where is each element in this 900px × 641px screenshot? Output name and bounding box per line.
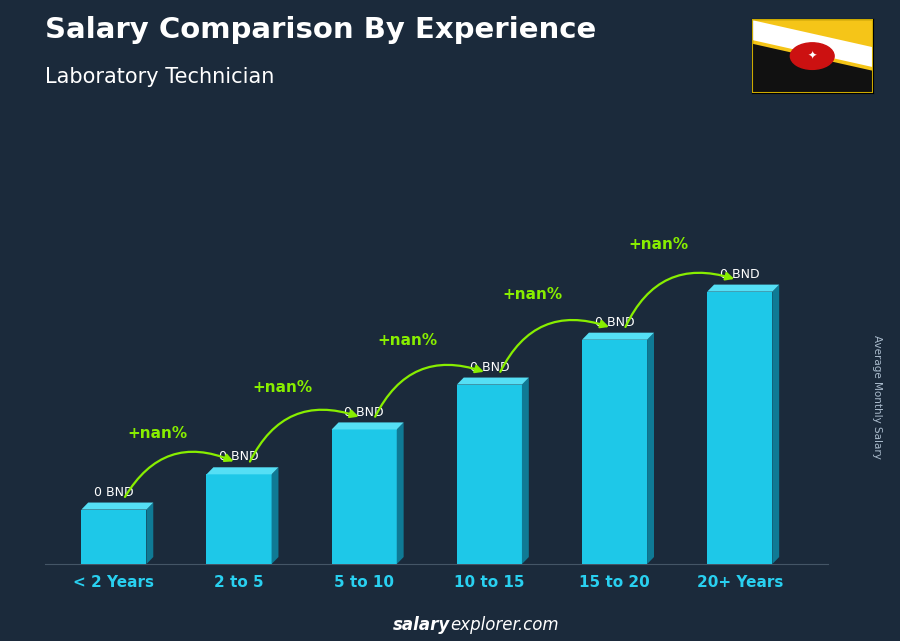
Polygon shape [81, 503, 153, 510]
Polygon shape [772, 285, 779, 564]
Polygon shape [752, 20, 873, 67]
Text: 0 BND: 0 BND [94, 486, 134, 499]
Polygon shape [582, 340, 647, 564]
Polygon shape [457, 378, 529, 385]
Text: 0 BND: 0 BND [470, 361, 509, 374]
Polygon shape [81, 510, 147, 564]
Polygon shape [397, 422, 403, 564]
Polygon shape [272, 467, 278, 564]
Polygon shape [147, 503, 153, 564]
Text: Salary Comparison By Experience: Salary Comparison By Experience [45, 16, 596, 44]
Text: ✦: ✦ [807, 51, 817, 61]
Text: salary: salary [392, 616, 450, 634]
Polygon shape [332, 422, 403, 429]
Polygon shape [206, 467, 278, 474]
Text: +nan%: +nan% [378, 333, 437, 348]
Polygon shape [522, 378, 529, 564]
Text: +nan%: +nan% [628, 237, 688, 252]
Polygon shape [707, 292, 772, 564]
Text: 0 BND: 0 BND [345, 406, 384, 419]
Polygon shape [332, 429, 397, 564]
Polygon shape [752, 44, 873, 93]
Polygon shape [582, 333, 654, 340]
Text: +nan%: +nan% [253, 379, 312, 395]
Text: 0 BND: 0 BND [720, 268, 760, 281]
Text: explorer.com: explorer.com [450, 616, 559, 634]
Polygon shape [707, 285, 779, 292]
Text: 0 BND: 0 BND [595, 316, 634, 329]
Text: +nan%: +nan% [503, 287, 563, 302]
Text: 0 BND: 0 BND [220, 451, 259, 463]
Circle shape [790, 43, 834, 69]
Polygon shape [647, 333, 654, 564]
Text: Laboratory Technician: Laboratory Technician [45, 67, 274, 87]
Polygon shape [457, 385, 522, 564]
Text: Average Monthly Salary: Average Monthly Salary [872, 335, 883, 460]
Text: +nan%: +nan% [127, 426, 187, 441]
Polygon shape [206, 474, 272, 564]
